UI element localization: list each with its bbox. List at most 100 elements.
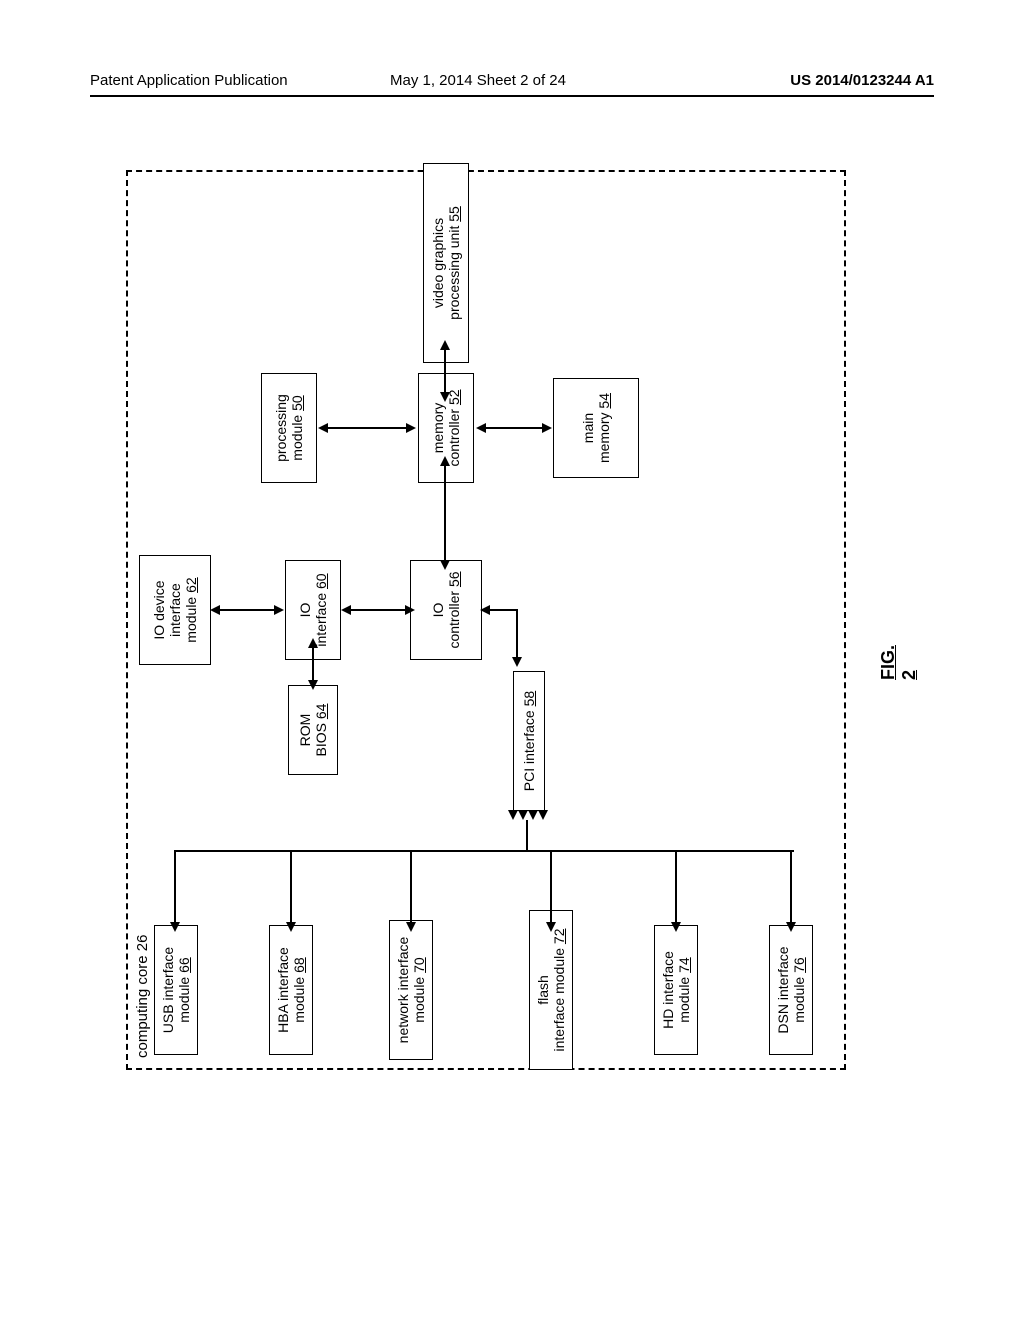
ioctl-ref: 56 bbox=[446, 571, 462, 587]
iodev-l1: IO device bbox=[151, 580, 167, 639]
net-ref: 70 bbox=[411, 957, 427, 973]
ah-hd bbox=[671, 922, 681, 932]
ioctl-l1: IO bbox=[430, 603, 446, 618]
ah-memctl-mainmem-b bbox=[542, 423, 552, 433]
arrow-vgu-memctl bbox=[444, 348, 446, 394]
stem-hd bbox=[675, 850, 677, 924]
vgu-l2: processing unit bbox=[446, 226, 462, 320]
proc-ref: 50 bbox=[289, 395, 305, 411]
header-left: Patent Application Publication bbox=[90, 72, 288, 89]
ah-proc-memctl-a bbox=[318, 423, 328, 433]
ah-ioctl-ioitf-b bbox=[405, 605, 415, 615]
computing-core-box: computing core 26 bbox=[126, 170, 846, 1070]
header-center: May 1, 2014 Sheet 2 of 24 bbox=[390, 72, 566, 89]
block-video-graphics: video graphics processing unit 55 bbox=[423, 163, 469, 363]
ah-flash bbox=[546, 922, 556, 932]
ah-ioctl-pci-a bbox=[480, 605, 490, 615]
block-pci-interface: PCI interface 58 bbox=[513, 671, 545, 811]
block-rom-bios: ROM BIOS 64 bbox=[288, 685, 338, 775]
hba-l1: HBA interface bbox=[275, 947, 291, 1033]
flash-l2: interface module bbox=[551, 948, 567, 1052]
ah-net bbox=[406, 922, 416, 932]
pci-bus bbox=[174, 850, 794, 852]
rom-l1: ROM bbox=[297, 714, 313, 747]
pci-l1: PCI interface bbox=[521, 710, 537, 791]
mainmem-l2: memory bbox=[596, 412, 612, 463]
stem-usb bbox=[174, 850, 176, 924]
ioitf-l1: IO bbox=[297, 603, 313, 618]
pci-drop bbox=[526, 820, 528, 850]
memctl-l1: memory bbox=[430, 403, 446, 454]
proc-l1: processing bbox=[273, 394, 289, 462]
block-flash-interface: flash interface module 72 bbox=[529, 910, 573, 1070]
arrow-memctl-ioctl bbox=[444, 464, 446, 562]
ah-vgu-memctl-a bbox=[440, 340, 450, 350]
stem-hba bbox=[290, 850, 292, 924]
ah-ioctl-pci-b bbox=[512, 657, 522, 667]
ah-usb bbox=[170, 922, 180, 932]
flash-l1: flash bbox=[535, 975, 551, 1005]
arrow-ioctl-ioitf bbox=[349, 609, 407, 611]
block-processing-module: processing module 50 bbox=[261, 373, 317, 483]
ah-pci-edge1 bbox=[508, 810, 518, 820]
rom-ref: 64 bbox=[313, 704, 329, 720]
stem-net bbox=[410, 850, 412, 924]
ah-memctl-ioctl-b bbox=[440, 560, 450, 570]
net-l1: network interface bbox=[395, 937, 411, 1044]
ah-vgu-memctl-b bbox=[440, 392, 450, 402]
mainmem-l1: main bbox=[580, 413, 596, 443]
hd-l2: module bbox=[676, 977, 692, 1023]
vgu-l1: video graphics bbox=[430, 218, 446, 308]
dsn-l2: module bbox=[791, 977, 807, 1023]
ah-proc-memctl-b bbox=[406, 423, 416, 433]
ah-pci-edge2 bbox=[518, 810, 528, 820]
arrow-ioctl-pci bbox=[488, 609, 516, 611]
ah-ioitf-iodev-a bbox=[210, 605, 220, 615]
ioitf-ref: 60 bbox=[313, 573, 329, 589]
hba-ref: 68 bbox=[291, 957, 307, 973]
stem-dsn bbox=[790, 850, 792, 924]
usb-l1: USB interface bbox=[160, 947, 176, 1033]
block-hba-interface: HBA interface module 68 bbox=[269, 925, 313, 1055]
hd-ref: 74 bbox=[676, 957, 692, 973]
block-dsn-interface: DSN interface module 76 bbox=[769, 925, 813, 1055]
diagram-stage: computing core 26 FIG. 2 video graphics … bbox=[126, 170, 896, 1110]
arrow-ioitf-iodev bbox=[218, 609, 276, 611]
hd-l1: HD interface bbox=[660, 951, 676, 1029]
arrow-ioitf-rom bbox=[312, 646, 314, 682]
block-hd-interface: HD interface module 74 bbox=[654, 925, 698, 1055]
core-label-ref: 26 bbox=[134, 935, 151, 952]
usb-ref: 66 bbox=[176, 957, 192, 973]
block-memory-controller: memory controller 52 bbox=[418, 373, 474, 483]
ah-ioitf-iodev-b bbox=[274, 605, 284, 615]
iodev-l2: interface bbox=[167, 583, 183, 637]
figure-label: FIG. 2 bbox=[878, 645, 920, 680]
pci-ref: 58 bbox=[521, 691, 537, 707]
arrow-proc-memctl bbox=[326, 427, 408, 429]
block-main-memory: main memory 54 bbox=[553, 378, 639, 478]
ioctl-l2: controller bbox=[446, 591, 462, 649]
ah-memctl-ioctl-a bbox=[440, 456, 450, 466]
vgu-ref: 55 bbox=[446, 206, 462, 222]
header-divider bbox=[90, 95, 934, 97]
page: Patent Application Publication May 1, 20… bbox=[0, 0, 1024, 1320]
block-io-controller: IO controller 56 bbox=[410, 560, 482, 660]
stem-flash bbox=[550, 850, 552, 924]
iodev-l3: module bbox=[183, 597, 199, 643]
iodev-ref: 62 bbox=[183, 577, 199, 593]
block-usb-interface: USB interface module 66 bbox=[154, 925, 198, 1055]
ah-hba bbox=[286, 922, 296, 932]
block-io-device-interface: IO device interface module 62 bbox=[139, 555, 211, 665]
arrow-ioctl-pci-v bbox=[516, 609, 518, 659]
ah-memctl-mainmem-a bbox=[476, 423, 486, 433]
header-right: US 2014/0123244 A1 bbox=[790, 72, 934, 89]
usb-l2: module bbox=[176, 977, 192, 1023]
ah-ioitf-rom-b bbox=[308, 680, 318, 690]
ah-ioitf-rom-a bbox=[308, 638, 318, 648]
hba-l2: module bbox=[291, 977, 307, 1023]
ah-pci-edge4 bbox=[538, 810, 548, 820]
dsn-l1: DSN interface bbox=[775, 946, 791, 1033]
mainmem-ref: 54 bbox=[596, 393, 612, 409]
net-l2: module bbox=[411, 977, 427, 1023]
dsn-ref: 76 bbox=[791, 957, 807, 973]
